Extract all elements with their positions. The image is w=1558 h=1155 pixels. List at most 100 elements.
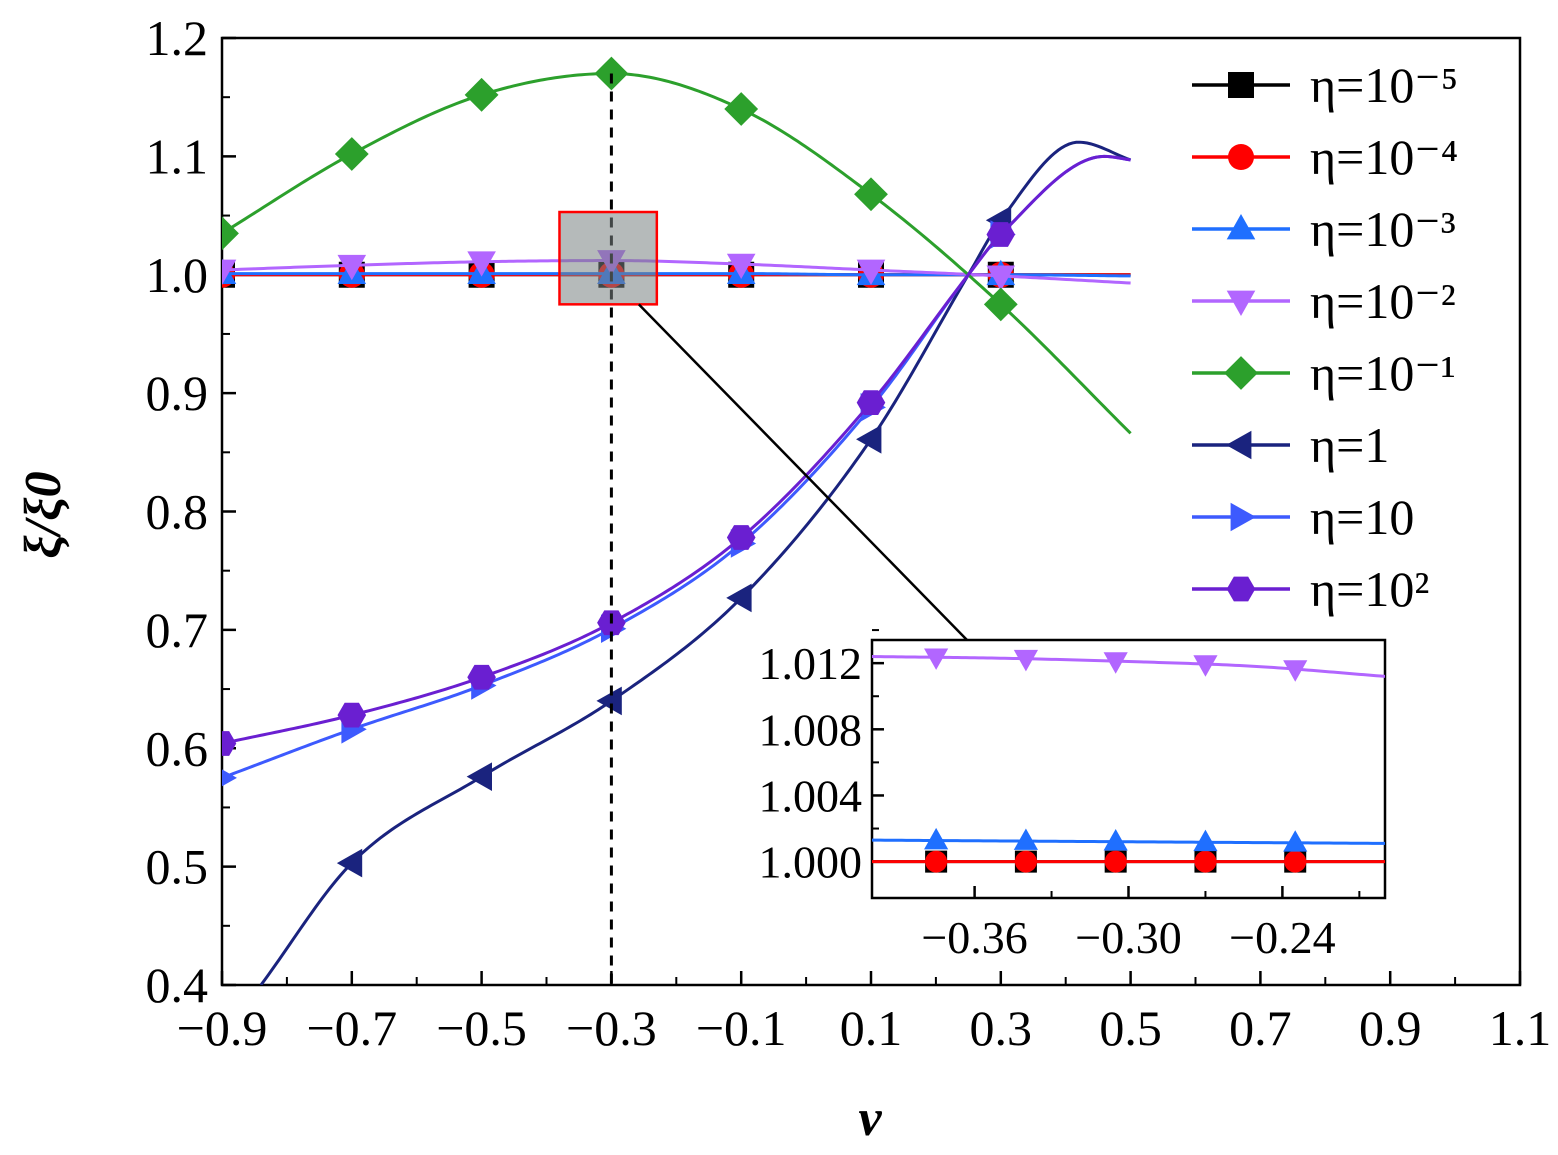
inset-series-layer [872, 648, 1385, 873]
legend-marker [1230, 502, 1256, 532]
y-axis-title-group: ξ/ξ0 [15, 471, 72, 558]
data-point [983, 287, 1018, 322]
legend-item: η=10⁻² [1192, 273, 1456, 329]
legend-item: η=10² [1192, 561, 1429, 617]
inset-data-point [1283, 830, 1308, 852]
data-point [466, 762, 492, 791]
legend-item: η=10⁻¹ [1192, 345, 1456, 401]
x-tick-label: −0.9 [177, 1000, 268, 1056]
data-point [467, 251, 496, 277]
inset-y-tick-label: 1.012 [759, 638, 863, 689]
x-tick-label: 1.1 [1489, 1000, 1552, 1056]
legend-label: η=10⁻⁴ [1310, 129, 1458, 185]
series-diamond-2ca02c [222, 56, 1132, 435]
legend-marker [1226, 430, 1252, 460]
legend: η=10⁻⁵ η=10⁻⁴ η=10⁻³ η=10⁻² η=10⁻¹ η=1 η=10 η=1… [1192, 57, 1458, 617]
data-point [336, 848, 363, 878]
legend-label: η=10⁻² [1310, 273, 1456, 329]
series-line [222, 259, 1131, 285]
x-tick-label: 0.1 [840, 1000, 903, 1056]
data-point [986, 265, 1016, 291]
series-hexagon-6a1fd1 [222, 154, 1131, 756]
data-point [986, 222, 1016, 247]
x-tick-label: −0.1 [696, 1000, 787, 1056]
data-point [222, 769, 237, 787]
legend-item: η=10 [1192, 489, 1414, 545]
y-tick-label: 0.7 [146, 602, 209, 658]
legend-marker [1224, 356, 1258, 390]
y-tick-label: 0.5 [146, 839, 209, 895]
inset-y-tick-label: 1.004 [759, 770, 863, 821]
y-axis-title: ξ/ξ0 [15, 471, 72, 558]
series-line [222, 72, 1132, 435]
zoom-connector-line [637, 303, 968, 641]
inset-data-point [1193, 655, 1218, 677]
inset-x-tick-label: −0.24 [1229, 912, 1335, 963]
legend-item: η=10⁻³ [1192, 201, 1456, 257]
legend-marker [1228, 144, 1254, 170]
legend-label: η=10⁻¹ [1310, 345, 1456, 401]
data-point [337, 702, 367, 728]
series-line [222, 154, 1131, 745]
legend-label: η=10 [1310, 489, 1414, 545]
y-tick-label: 0.8 [146, 484, 209, 540]
legend-marker [1226, 576, 1256, 602]
x-tick-label: 0.9 [1359, 1000, 1422, 1056]
inset-y-tick-label: 1.000 [759, 837, 863, 888]
inset-data-point [1283, 660, 1308, 682]
legend-label: η=10² [1310, 561, 1429, 617]
data-point [467, 664, 496, 690]
y-tick-label: 1.1 [146, 128, 209, 184]
y-tick-label: 0.9 [146, 365, 209, 421]
inset-x-tick-label: −0.30 [1075, 912, 1181, 963]
data-point [856, 390, 886, 415]
data-point [222, 731, 237, 756]
legend-label: η=1 [1310, 417, 1389, 473]
legend-label: η=10⁻³ [1310, 201, 1456, 257]
legend-marker [1226, 214, 1256, 240]
y-tick-label: 0.4 [146, 957, 209, 1013]
data-point [854, 177, 888, 212]
inset-data-point [1103, 829, 1128, 851]
data-point [726, 525, 756, 550]
y-tick-label: 0.6 [146, 720, 209, 776]
series-triangle-down-b266ff [222, 250, 1131, 291]
data-point [464, 77, 499, 112]
x-axis-title: ν [858, 1090, 882, 1147]
x-tick-label: −0.3 [566, 1000, 657, 1056]
data-point [596, 686, 622, 716]
x-tick-label: −0.5 [436, 1000, 527, 1056]
inset-data-point [924, 827, 949, 850]
inset-frame [870, 638, 1387, 900]
main-plot: −0.9 −0.7 −0.5 −0.3 −0.1 0.1 0.3 0.5 0.7 0.9 1.1 0.… [146, 10, 1552, 1056]
y-tick-label: 1.0 [146, 247, 209, 303]
legend-marker [1226, 290, 1256, 316]
legend-label: η=10⁻⁵ [1310, 57, 1458, 113]
data-point [334, 137, 369, 171]
data-point [222, 259, 237, 285]
data-point [726, 583, 752, 613]
inset-data-point [1014, 850, 1037, 873]
legend-item: η=10⁻⁴ [1192, 129, 1458, 185]
legend-marker [1228, 72, 1254, 98]
data-point [222, 216, 239, 251]
inset-data-point [1194, 850, 1217, 873]
series-triangle-left-1a237e [259, 140, 1132, 985]
x-tick-label: 0.3 [970, 1000, 1033, 1056]
inset-data-point [1104, 850, 1127, 873]
inset-series-triangle-down [872, 648, 1385, 682]
inset-data-point [1013, 828, 1038, 850]
data-point [856, 424, 882, 454]
inset-data-point [1284, 850, 1307, 873]
inset-data-point [925, 850, 948, 873]
inset-series-triangle-up [872, 827, 1385, 852]
legend-item: η=1 [1192, 417, 1389, 473]
x-tick-label: −0.7 [306, 1000, 397, 1056]
y-tick-label: 1.2 [146, 10, 209, 66]
legend-item: η=10⁻⁵ [1192, 57, 1458, 113]
inset-y-tick-label: 1.008 [759, 704, 863, 755]
inset-data-point [1103, 652, 1128, 674]
inset-plot: −0.36 −0.30 −0.24 1.000 1.004 1.008 1.012 [637, 303, 1387, 963]
data-point [337, 254, 367, 281]
